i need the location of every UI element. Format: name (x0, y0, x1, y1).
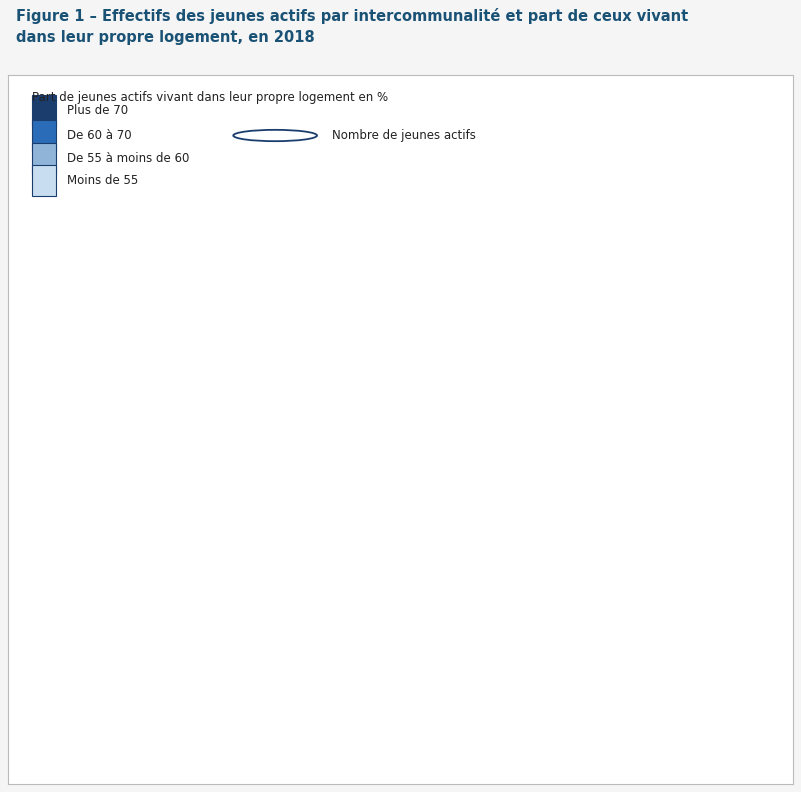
FancyBboxPatch shape (32, 95, 56, 126)
Text: De 60 à 70: De 60 à 70 (67, 129, 132, 142)
Text: Nombre de jeunes actifs: Nombre de jeunes actifs (332, 129, 476, 142)
Text: Figure 1 – Effectifs des jeunes actifs par intercommunalité et part de ceux viva: Figure 1 – Effectifs des jeunes actifs p… (16, 7, 688, 44)
FancyBboxPatch shape (32, 120, 56, 151)
Text: Part de jeunes actifs vivant dans leur propre logement en %: Part de jeunes actifs vivant dans leur p… (32, 91, 388, 105)
Circle shape (233, 130, 317, 141)
FancyBboxPatch shape (32, 143, 56, 173)
Text: Plus de 70: Plus de 70 (67, 105, 128, 117)
FancyBboxPatch shape (32, 166, 56, 196)
Text: De 55 à moins de 60: De 55 à moins de 60 (67, 151, 190, 165)
Text: Moins de 55: Moins de 55 (67, 174, 139, 188)
